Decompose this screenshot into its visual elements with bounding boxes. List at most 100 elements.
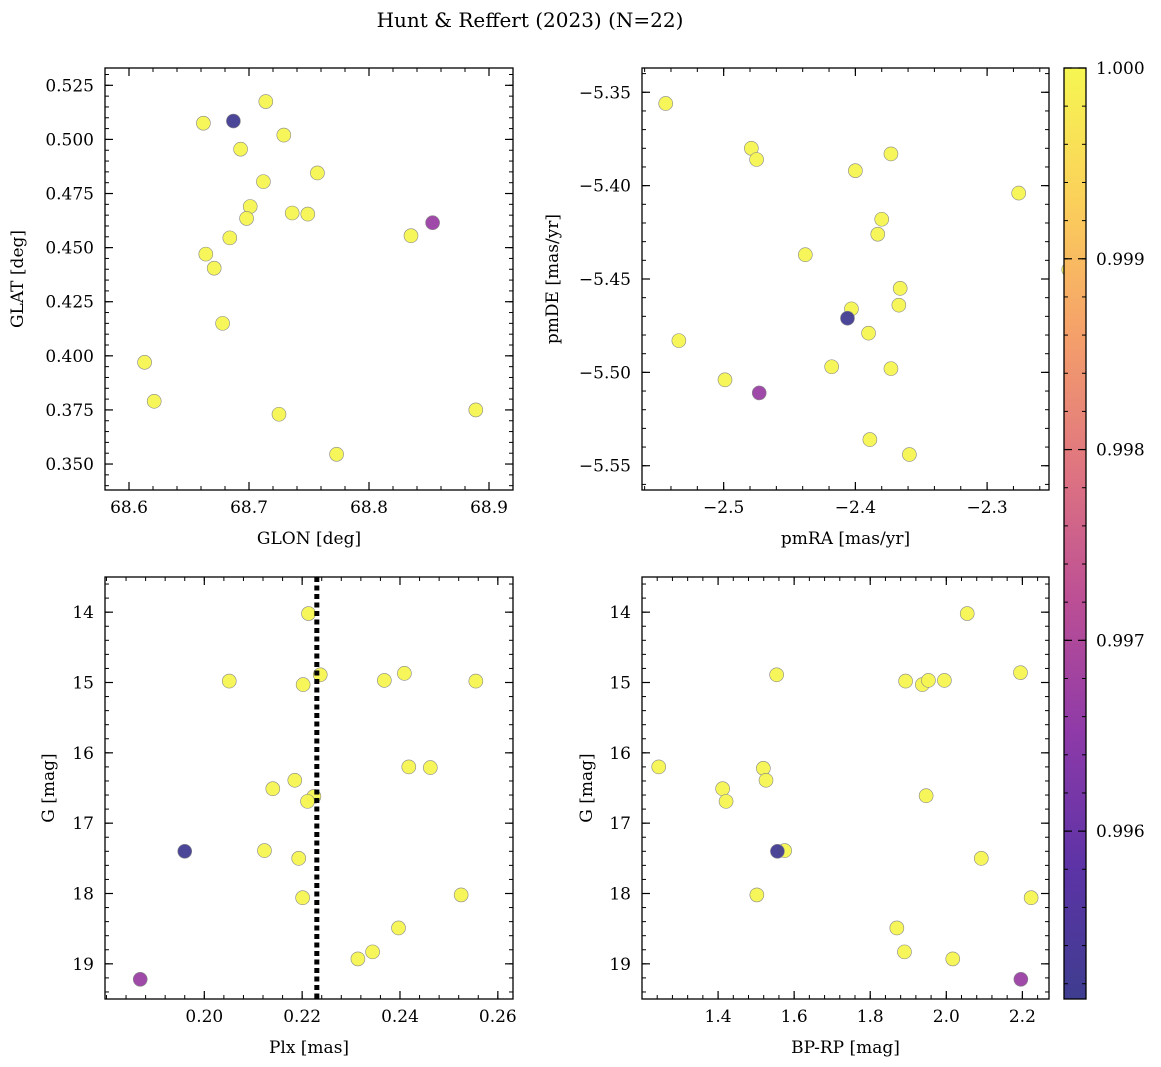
colorbar-tick-label: 0.999 xyxy=(1096,250,1145,270)
y-tick-label: 0.425 xyxy=(45,293,94,313)
data-point xyxy=(840,310,855,326)
y-tick-label: 0.375 xyxy=(45,401,94,421)
scatter-points xyxy=(132,606,484,987)
x-axis-label: BP-RP [mag] xyxy=(791,1038,900,1058)
data-point xyxy=(870,226,886,242)
data-point xyxy=(300,206,316,222)
x-axis-label: pmRA [mas/yr] xyxy=(781,529,910,549)
data-point xyxy=(1013,972,1029,987)
data-point xyxy=(397,666,412,681)
x-tick-label: −2.4 xyxy=(835,498,876,518)
y-tick-label: 14 xyxy=(609,603,631,623)
x-tick-label: 68.7 xyxy=(230,498,268,518)
figure-title: Hunt & Reffert (2023) (N=22) xyxy=(377,8,684,32)
data-point xyxy=(959,606,975,621)
data-point xyxy=(377,673,392,688)
data-point xyxy=(295,677,311,692)
y-axis-label: pmDE [mas/yr] xyxy=(543,214,563,344)
y-tick-label: −5.45 xyxy=(579,270,631,290)
data-point xyxy=(758,772,774,788)
colorbar-frame xyxy=(1063,67,1087,1000)
plot-frame xyxy=(641,67,1050,491)
colorbar-tick-label: 0.997 xyxy=(1096,631,1145,651)
data-point xyxy=(137,355,152,370)
data-point xyxy=(770,843,785,859)
y-tick-label: −5.55 xyxy=(579,457,631,477)
y-tick-label: 15 xyxy=(609,674,631,694)
y-tick-label: 17 xyxy=(72,814,94,834)
x-axis-label: Plx [mas] xyxy=(269,1038,349,1058)
data-point xyxy=(671,333,687,348)
x-tick-label: 0.26 xyxy=(479,1007,517,1027)
panel-pmra-pmde: −2.5 −2.4 −2.3 −5.55 −5.50 −5.45 −5.40 −5.35 pmR… xyxy=(543,67,1077,549)
data-point xyxy=(132,972,148,987)
data-point xyxy=(883,146,899,162)
data-point xyxy=(897,944,912,960)
y-tick-label: 19 xyxy=(609,955,631,975)
colorbar-tick-label: 0.998 xyxy=(1096,441,1145,461)
data-point xyxy=(756,761,771,776)
data-point xyxy=(329,446,344,462)
y-tick-label: 0.475 xyxy=(45,185,94,205)
data-point xyxy=(658,96,674,111)
data-point xyxy=(222,230,238,246)
data-point xyxy=(848,163,863,178)
data-point xyxy=(749,152,764,167)
plot-frame xyxy=(641,576,1050,1000)
tick-marks xyxy=(642,68,1049,490)
y-tick-label: 0.500 xyxy=(45,130,94,150)
data-point xyxy=(198,246,214,262)
data-point xyxy=(769,667,784,683)
y-tick-label: 19 xyxy=(72,955,94,975)
plot-frame xyxy=(104,67,514,491)
panel-glon-glat: 68.6 68.7 68.8 68.9 0.350 0.375 0.400 0.425 0.45… xyxy=(8,67,514,549)
panel-plx-g: 0.20 0.22 0.24 0.26 14 15 16 17 18 19 Plx [mas] G [… xyxy=(39,576,517,1058)
scatter-points xyxy=(137,94,484,462)
x-tick-label: 68.8 xyxy=(350,498,388,518)
tick-marks xyxy=(104,68,514,490)
data-point xyxy=(401,759,417,775)
data-point xyxy=(891,297,907,313)
data-point xyxy=(453,887,469,903)
y-tick-label: 0.350 xyxy=(45,455,94,475)
data-point xyxy=(257,843,272,858)
data-point xyxy=(717,372,733,388)
y-tick-label: 16 xyxy=(72,744,94,764)
data-point xyxy=(824,359,839,375)
data-point xyxy=(291,851,307,866)
data-point xyxy=(271,406,287,422)
data-point xyxy=(196,115,211,131)
data-point xyxy=(425,215,440,231)
data-point xyxy=(300,794,315,809)
x-tick-label: 1.8 xyxy=(857,1007,884,1027)
data-point xyxy=(715,781,730,797)
data-point xyxy=(301,606,316,621)
data-point xyxy=(233,141,248,157)
x-tick-label: 1.4 xyxy=(705,1007,732,1027)
data-point xyxy=(902,447,917,462)
data-point xyxy=(146,393,162,409)
data-point xyxy=(1023,890,1039,906)
data-point xyxy=(1011,185,1027,201)
data-point xyxy=(265,781,281,797)
data-point xyxy=(206,260,222,276)
data-point xyxy=(350,951,366,967)
panel-bprp-g: 1.4 1.6 1.8 2.0 2.2 14 15 16 17 18 19 BP-RP [mag] G … xyxy=(577,576,1050,1058)
y-tick-label: −5.35 xyxy=(579,83,631,103)
data-point xyxy=(226,113,241,129)
data-point xyxy=(221,673,237,689)
data-point xyxy=(918,788,934,804)
data-point xyxy=(973,851,989,866)
x-tick-label: 68.9 xyxy=(470,498,508,518)
data-point xyxy=(276,127,292,143)
y-tick-label: 0.525 xyxy=(45,76,94,96)
x-axis-label: GLON [deg] xyxy=(257,529,361,549)
data-point xyxy=(892,281,908,296)
data-point xyxy=(749,887,765,903)
data-point xyxy=(862,432,878,447)
scatter-points xyxy=(658,96,1077,462)
x-tick-label: 0.24 xyxy=(381,1007,419,1027)
x-tick-label: 68.6 xyxy=(110,498,148,518)
y-tick-label: 0.400 xyxy=(45,347,94,367)
